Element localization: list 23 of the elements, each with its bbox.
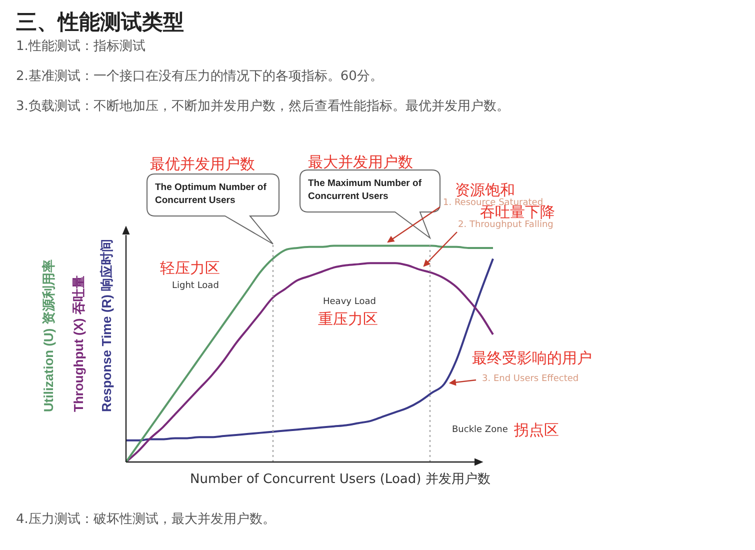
annotation: 重压力区 [318,310,378,328]
text: The Maximum Number of Concurrent Users [308,177,422,204]
chart-title: 三、性能测试类型 [16,10,184,34]
annotation: 轻压力区 [160,259,220,278]
text: 拐点区 [514,421,559,440]
annotation: Light Load [172,281,219,292]
text: Throughput (X) 吞吐量 [70,276,87,412]
text: Utilization (U) 资源利用率 [40,260,57,412]
annotation: Buckle Zone [452,425,508,436]
text: 最大并发用户数 [308,153,413,172]
text: 3.负载测试：不断地加压，不断加并发用户数，然后查看性能指标。最优并发用户数。 [16,99,510,115]
text: 2.基准测试：一个接口在没有压力的情况下的各项指标。60分。 [16,69,383,85]
text: 2. Throughput Falling [458,220,554,230]
x-axis-title: Number of Concurrent Users (Load) 并发用户数 [190,472,490,488]
annotation: 最终受影响的用户 [472,349,592,368]
text: 资源饱和 [455,181,515,199]
annotation: Heavy Load [323,297,376,308]
text: 4.压力测试：破坏性测试，最大并发用户数。 [16,512,276,528]
text: 最优并发用户数 [150,155,255,174]
annotation: 3. End Users Effected [482,374,579,384]
text: The Optimum Number of Concurrent Users [155,181,268,208]
text: Response Time (R) 响应时间 [98,238,115,412]
text: 1.性能测试：指标测试 [16,39,146,55]
